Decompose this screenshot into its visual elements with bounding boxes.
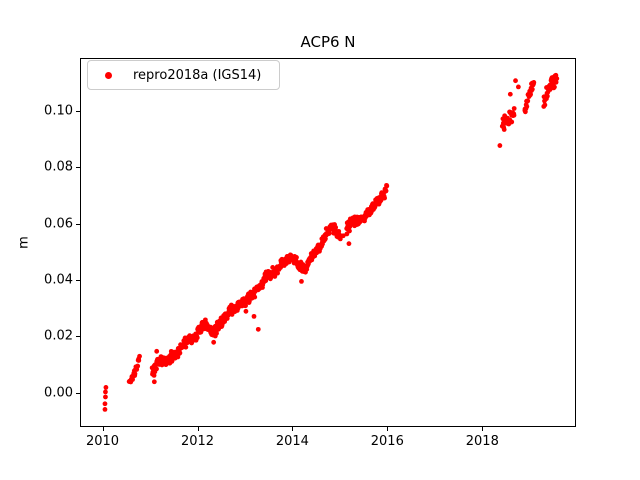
x-tick-mark: [482, 427, 484, 431]
x-tick-mark: [387, 427, 389, 431]
data-point: [252, 294, 258, 300]
data-point: [509, 119, 515, 125]
data-point: [136, 358, 142, 363]
y-tick-label: 0.08: [44, 159, 73, 175]
x-tick-label: 2018: [465, 434, 499, 449]
data-point: [511, 112, 517, 118]
data-point: [340, 233, 346, 239]
data-point: [103, 394, 108, 400]
data-point: [299, 279, 304, 284]
data-point: [154, 366, 159, 372]
data-point: [531, 80, 537, 85]
plot-area: [80, 58, 576, 427]
data-point: [151, 379, 157, 385]
x-tick-label: 2010: [85, 434, 120, 449]
data-point: [554, 76, 560, 81]
data-point: [513, 78, 518, 84]
y-tick-mark: [76, 167, 80, 169]
y-tick-label: 0.02: [44, 328, 73, 344]
data-point: [294, 254, 299, 260]
data-point: [384, 183, 390, 189]
legend: repro2018a (IGS14): [87, 60, 280, 90]
y-tick-mark: [76, 392, 80, 394]
x-tick-mark: [102, 427, 104, 431]
legend-label: repro2018a (IGS14): [133, 67, 262, 83]
data-point: [544, 93, 550, 99]
x-tick-label: 2014: [275, 434, 309, 449]
data-point: [102, 401, 108, 407]
data-point: [275, 270, 280, 276]
data-point: [383, 188, 389, 194]
data-point: [243, 308, 249, 314]
x-tick-label: 2012: [180, 434, 215, 449]
data-point: [194, 335, 200, 341]
y-tick-label: 0.04: [44, 272, 73, 288]
legend-marker-icon: [105, 71, 112, 79]
data-point: [528, 91, 533, 97]
data-point: [137, 353, 142, 359]
data-point: [552, 84, 557, 90]
data-point: [333, 225, 339, 230]
y-tick-mark: [76, 110, 80, 112]
data-point: [103, 385, 109, 390]
data-point: [183, 344, 189, 350]
data-point: [103, 389, 108, 395]
data-point: [553, 79, 559, 85]
y-tick-mark: [76, 279, 80, 281]
data-point: [243, 303, 248, 309]
y-tick-mark: [76, 223, 80, 225]
data-point: [211, 339, 217, 345]
data-point: [177, 350, 183, 356]
chart-title: ACP6 N: [300, 33, 356, 51]
x-tick-mark: [197, 427, 199, 431]
y-axis-label: m: [16, 236, 32, 249]
x-tick-label: 2016: [370, 434, 404, 449]
y-tick-label: 0.06: [44, 216, 73, 231]
data-point: [542, 102, 548, 108]
data-point: [511, 106, 517, 111]
data-point: [524, 104, 530, 109]
data-point: [347, 228, 352, 234]
data-point: [515, 84, 521, 90]
data-point: [251, 313, 257, 319]
data-point: [346, 241, 352, 247]
data-point: [255, 326, 261, 332]
data-point: [501, 127, 507, 132]
scatter-points: [102, 72, 560, 412]
y-tick-mark: [76, 336, 80, 338]
data-point: [154, 348, 160, 354]
data-point: [102, 406, 108, 412]
x-tick-mark: [292, 427, 294, 431]
data-point: [525, 98, 531, 104]
data-point: [529, 86, 535, 92]
y-tick-label: 0.00: [44, 385, 73, 401]
data-point: [323, 236, 328, 242]
data-point: [497, 143, 503, 148]
data-point: [132, 371, 138, 377]
data-point: [135, 363, 141, 369]
data-point: [507, 91, 513, 97]
data-point: [382, 195, 387, 201]
y-tick-label: 0.10: [44, 103, 73, 119]
